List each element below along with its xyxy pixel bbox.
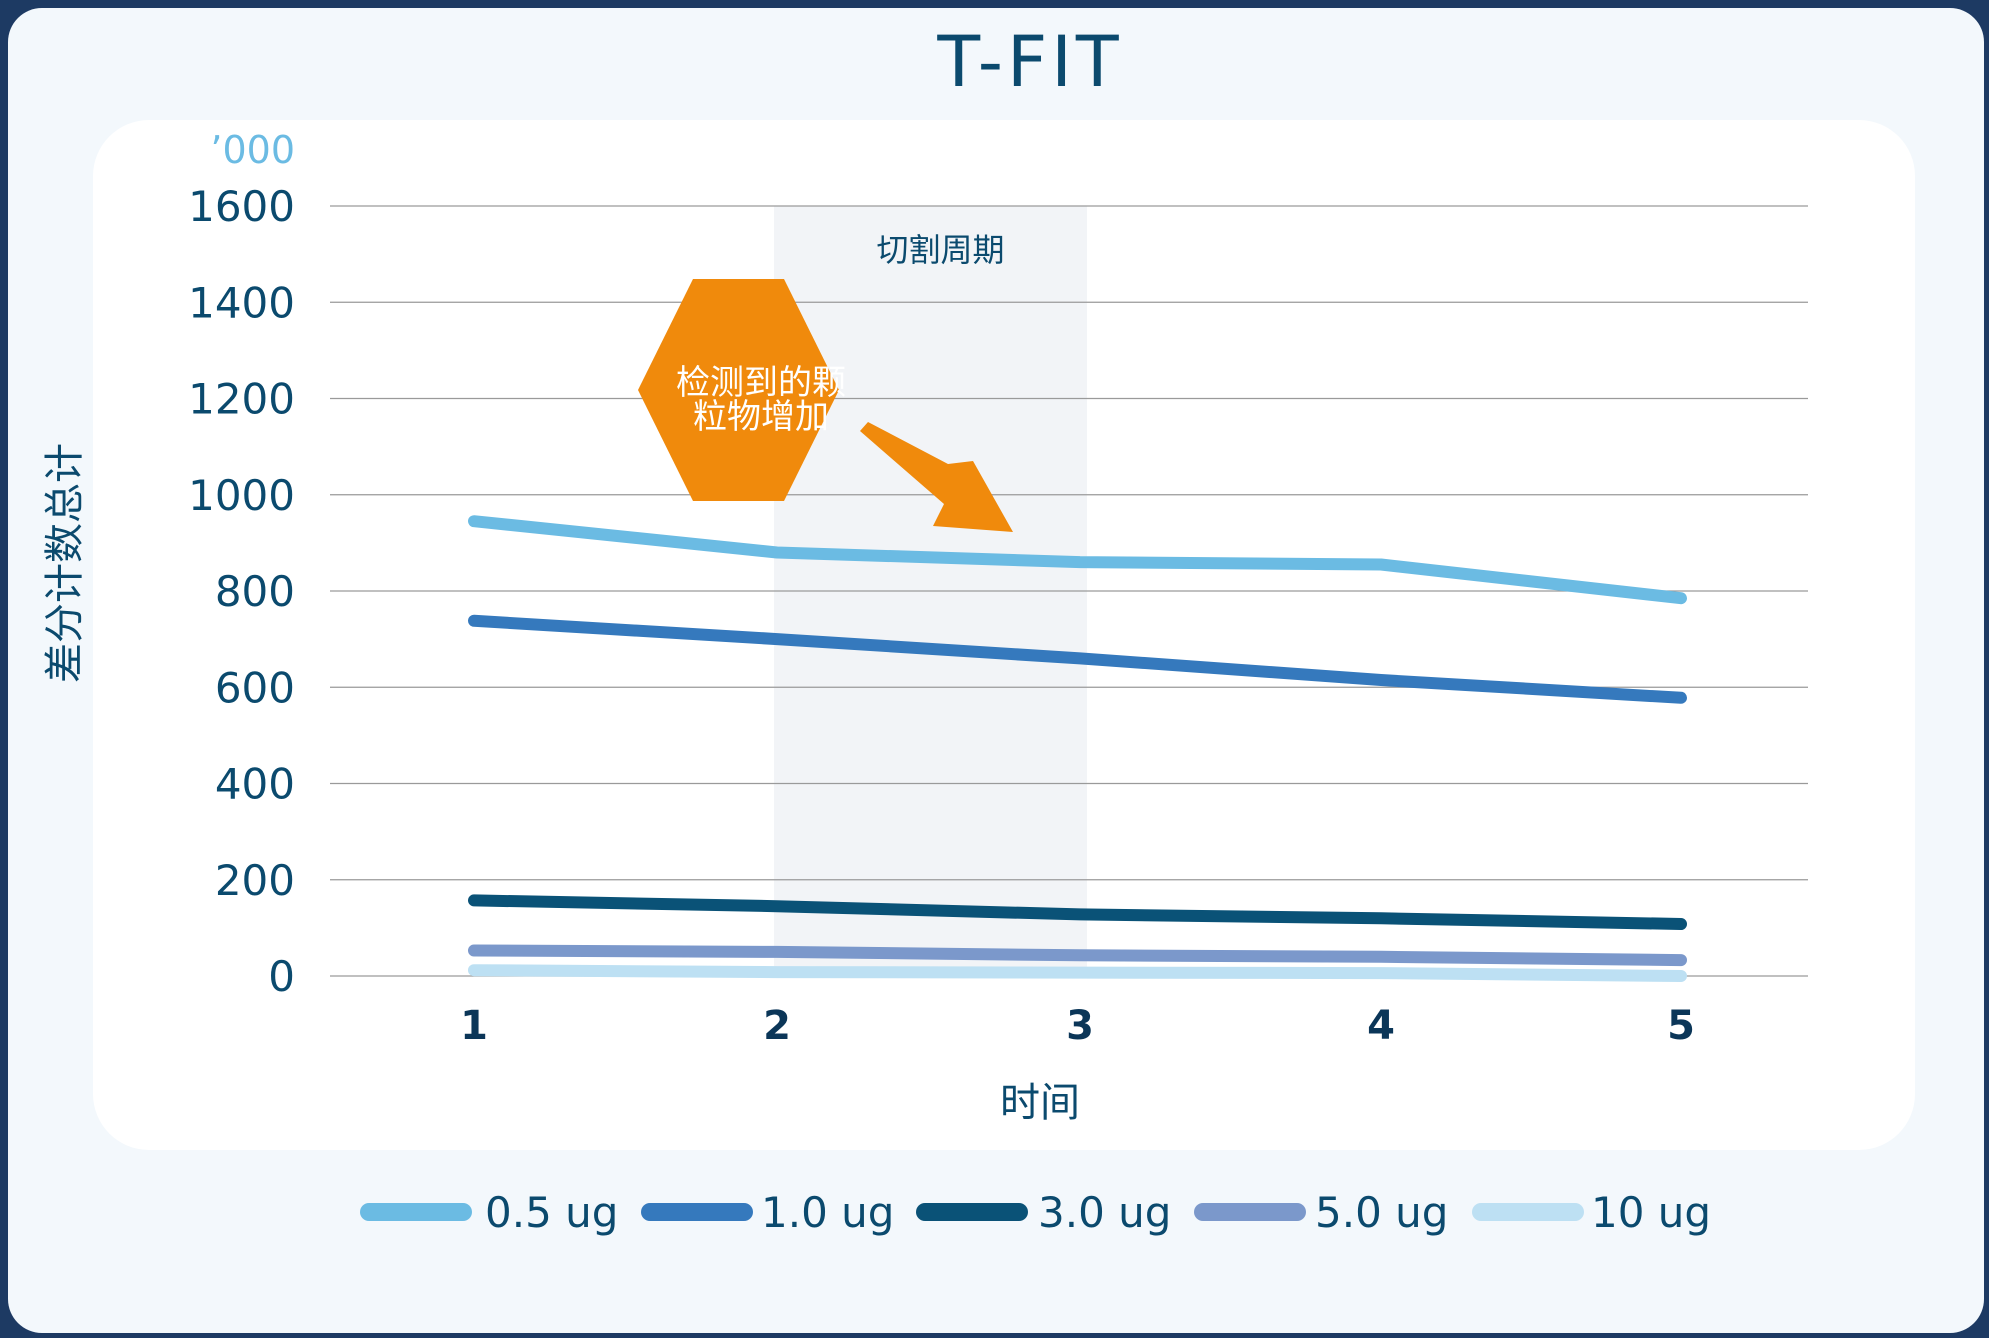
callout-text-line-2: 粒物增加 <box>693 397 829 437</box>
y-tick-label: 800 <box>215 567 295 616</box>
callout-arrow-icon <box>860 422 1013 532</box>
series-point <box>1079 657 1081 659</box>
series-point <box>1680 975 1682 977</box>
legend-label: 5.0 ug <box>1315 1188 1448 1237</box>
chart-title: T-FIT <box>936 21 1122 103</box>
y-tick-label: 600 <box>215 663 295 712</box>
series-point <box>1079 954 1081 956</box>
series-point <box>776 552 778 553</box>
chart-card: T-FIT ’000 切割周期 0 200 400 600 800 1000 1200 140… <box>8 8 1984 1333</box>
legend-label: 1.0 ug <box>761 1188 894 1237</box>
series-point <box>1079 561 1081 563</box>
y-tick-label: 1000 <box>188 471 295 520</box>
series-point <box>1380 956 1382 958</box>
series-point <box>1380 679 1382 681</box>
series-point <box>1680 923 1682 925</box>
x-axis-label: 时间 <box>1000 1080 1080 1126</box>
series-point <box>1680 959 1682 961</box>
series-point <box>776 951 778 953</box>
y-tick-label: 1400 <box>188 278 295 327</box>
series-point <box>473 950 475 951</box>
x-tick-labels: 1 2 3 4 5 <box>460 1003 1695 1049</box>
y-tick-label: 400 <box>215 760 295 809</box>
legend-label: 0.5 ug <box>485 1188 618 1237</box>
y-tick-label: 0 <box>268 952 295 1001</box>
series-point <box>1079 972 1081 974</box>
x-tick-label: 4 <box>1367 1003 1395 1049</box>
callout-text-line-1: 检测到的颗 <box>676 363 846 403</box>
legend: 0.5 ug 1.0 ug 3.0 ug 5.0 ug 10 ug <box>360 1188 1711 1237</box>
y-axis-label: 差分计数总计 <box>42 443 88 683</box>
series-point <box>1380 917 1382 919</box>
series-point <box>776 971 778 973</box>
series-point <box>776 905 778 907</box>
callout: 检测到的颗 粒物增加 <box>638 279 1013 532</box>
series-point <box>1680 697 1682 699</box>
x-tick-label: 1 <box>460 1003 488 1049</box>
series-point <box>473 520 475 522</box>
series-line <box>468 964 1687 982</box>
series-point <box>1380 564 1382 565</box>
y-tick-label: 1600 <box>188 182 295 231</box>
x-tick-label: 2 <box>763 1003 791 1049</box>
series-point <box>1079 913 1081 915</box>
series-point <box>1380 972 1382 974</box>
series-point <box>473 899 475 901</box>
series-point <box>1680 597 1682 599</box>
series-point <box>473 969 475 971</box>
legend-label: 3.0 ug <box>1038 1188 1171 1237</box>
series-point <box>473 620 475 622</box>
y-tick-label: 1200 <box>188 375 295 424</box>
legend-label: 10 ug <box>1591 1188 1711 1237</box>
x-tick-label: 5 <box>1667 1003 1695 1049</box>
series-lines <box>468 515 1687 982</box>
y-tick-label: 200 <box>215 856 295 905</box>
y-unit-label: ’000 <box>210 128 295 172</box>
callout-hexagon <box>638 279 839 501</box>
cut-cycle-label: 切割周期 <box>876 231 1004 269</box>
y-tick-labels: 0 200 400 600 800 1000 1200 1400 1600 <box>188 182 295 1001</box>
x-tick-label: 3 <box>1066 1003 1094 1049</box>
line-chart: T-FIT ’000 切割周期 020040060080010001200140… <box>42 21 1915 1237</box>
series-point <box>776 638 778 640</box>
